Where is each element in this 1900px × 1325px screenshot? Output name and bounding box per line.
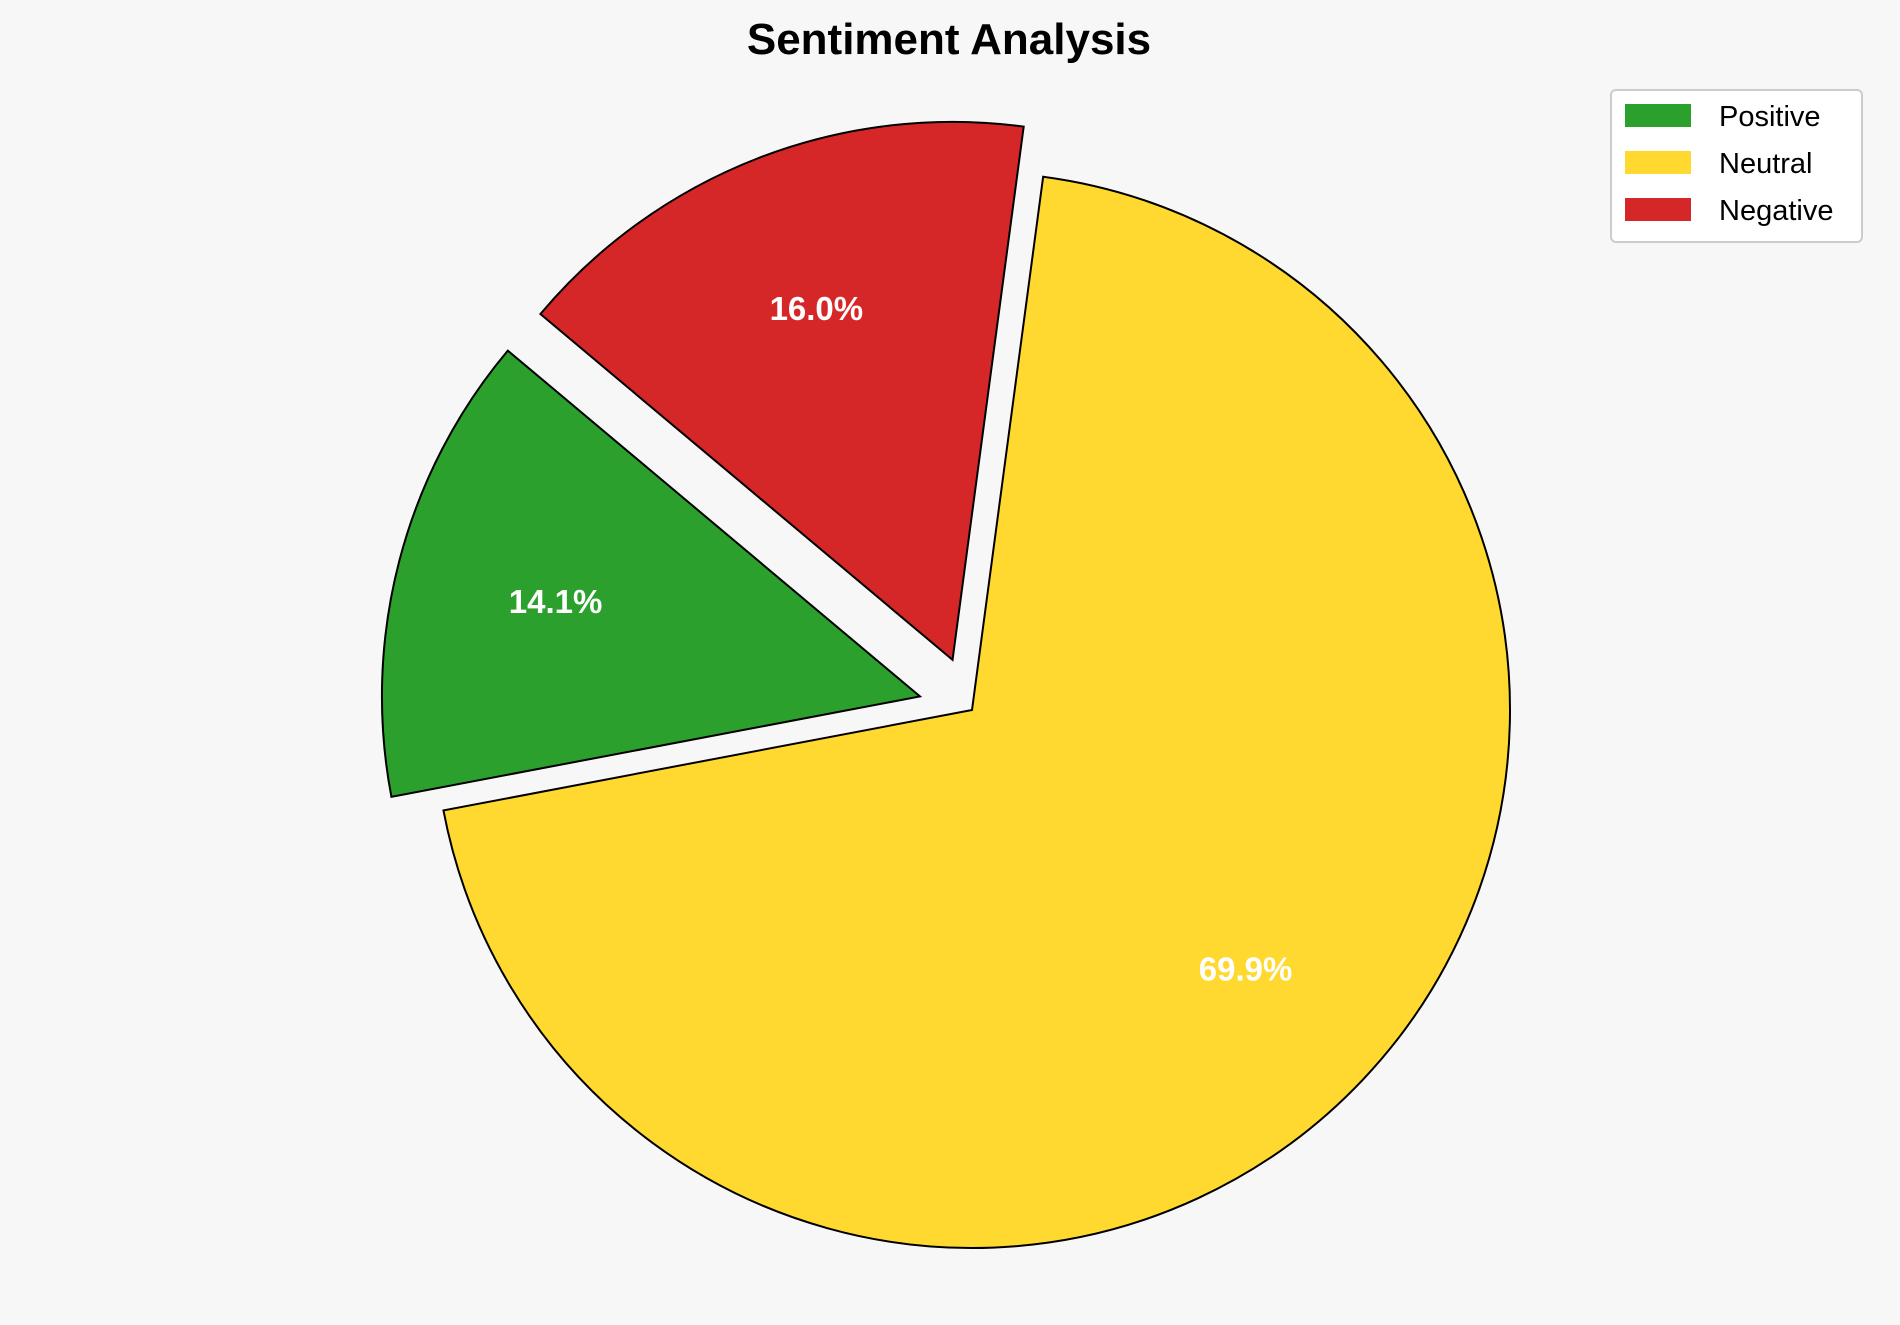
pct-label-negative: 16.0% xyxy=(770,290,864,327)
pie-slice-positive xyxy=(380,349,923,799)
legend-label-positive: Positive xyxy=(1719,101,1821,133)
pct-label-positive: 14.1% xyxy=(509,583,603,620)
legend: Positive Neutral Negative xyxy=(1610,89,1863,243)
pie-labels: 14.1% 69.9% 16.0% xyxy=(509,290,1293,987)
legend-label-negative: Negative xyxy=(1719,195,1833,227)
legend-swatch-positive xyxy=(1625,104,1691,127)
legend-label-neutral: Neutral xyxy=(1719,148,1813,180)
pct-label-neutral: 69.9% xyxy=(1199,950,1293,987)
pie-slice-neutral xyxy=(442,175,1511,1249)
pie-slices xyxy=(380,120,1511,1249)
pie-slice-negative xyxy=(539,120,1025,662)
legend-swatch-neutral xyxy=(1625,151,1691,174)
chart-title: Sentiment Analysis xyxy=(747,15,1151,64)
legend-swatch-negative xyxy=(1625,198,1691,221)
